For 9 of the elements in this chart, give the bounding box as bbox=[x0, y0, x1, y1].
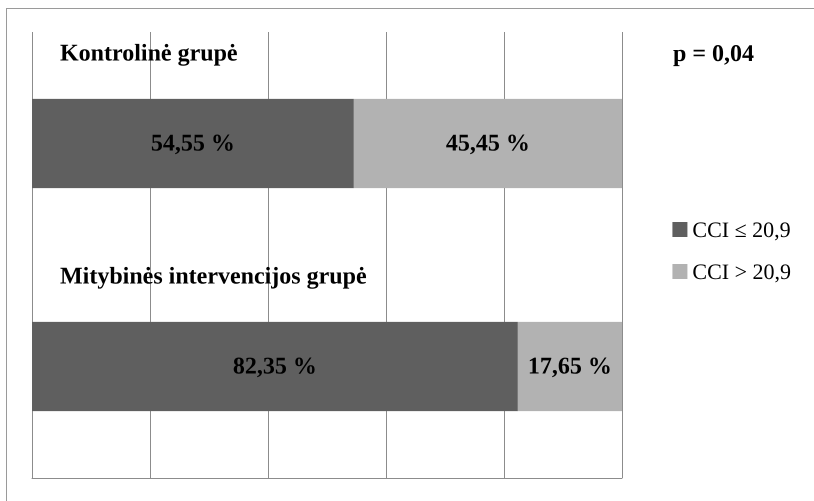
y-tick-label: Mitybinės intervencijos grupė bbox=[60, 264, 367, 290]
legend-label: CCI > 20,9 bbox=[692, 259, 792, 284]
data-label: 54,55 % bbox=[150, 130, 235, 156]
text: p = 0,04 bbox=[673, 41, 754, 67]
data-label: 82,35 % bbox=[232, 354, 317, 380]
data-label: 17,65 % bbox=[528, 354, 612, 380]
legend-label: CCI ≤ 20,9 bbox=[692, 217, 791, 242]
y-tick-label: Kontrolinė grupė bbox=[60, 40, 238, 66]
data-label: 45,45 % bbox=[446, 130, 530, 156]
